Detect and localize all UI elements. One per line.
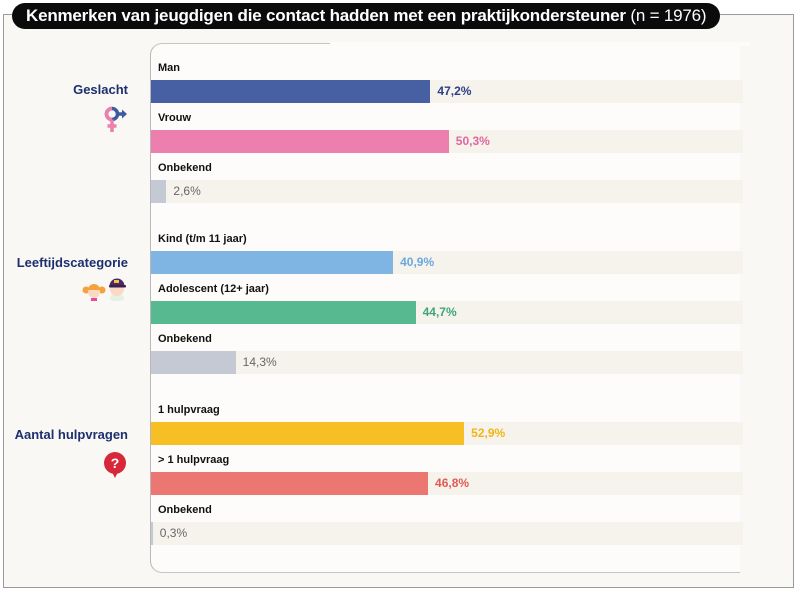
svg-text:?: ? — [111, 455, 120, 471]
girl-icon — [82, 284, 106, 301]
bar — [151, 472, 429, 495]
bar-track: 40,9% — [151, 251, 743, 274]
bar — [151, 251, 394, 274]
data-label: 0,3% — [159, 526, 188, 540]
bar — [151, 522, 153, 545]
group-label-geslacht: Geslacht — [73, 82, 128, 97]
title-main: Kenmerken van jeugdigen die contact hadd… — [26, 6, 626, 25]
bar-label: Vrouw — [158, 112, 192, 124]
group-label-hulpvragen: Aantal hulpvragen — [14, 427, 128, 442]
bar-label: Onbekend — [158, 333, 212, 345]
bar-track: 44,7% — [151, 301, 743, 324]
bar-track: 14,3% — [151, 351, 743, 374]
bar — [151, 422, 465, 445]
bar-label: Onbekend — [158, 504, 212, 516]
bar — [151, 80, 431, 103]
bar-track: 52,9% — [151, 422, 743, 445]
bar-track: 46,8% — [151, 472, 743, 495]
data-label: 47,2% — [437, 84, 472, 98]
boy-icon — [109, 278, 126, 301]
bar — [151, 130, 449, 153]
bar-track: 50,3% — [151, 130, 743, 153]
bar — [151, 180, 167, 203]
bar-track: 2,6% — [151, 180, 743, 203]
bar-label: Onbekend — [158, 162, 212, 174]
bar-label: Adolescent (12+ jaar) — [158, 283, 269, 295]
sample-size: (n = 1976) — [630, 6, 707, 25]
bar-label: 1 hulpvraag — [158, 404, 220, 416]
bar-track: 47,2% — [151, 80, 743, 103]
bar-label: > 1 hulpvraag — [158, 454, 230, 466]
data-label: 2,6% — [173, 184, 201, 198]
bar — [151, 351, 236, 374]
panel-top-gap — [330, 42, 750, 46]
group-label-leeftijd: Leeftijdscategorie — [16, 255, 128, 270]
data-label: 44,7% — [422, 305, 457, 319]
data-label: 46,8% — [435, 476, 470, 490]
bar-label: Kind (t/m 11 jaar) — [158, 233, 247, 245]
chart-title: Kenmerken van jeugdigen die contact hadd… — [12, 3, 721, 29]
bar — [151, 301, 416, 324]
data-label: 14,3% — [242, 355, 277, 369]
data-label: 50,3% — [455, 134, 490, 148]
bar-label: Man — [158, 62, 180, 74]
gender-icon — [104, 106, 127, 132]
children-icon — [82, 278, 126, 301]
data-label: 40,9% — [400, 255, 435, 269]
data-label: 52,9% — [471, 426, 506, 440]
question-bubble-icon: ? — [104, 452, 126, 478]
bar-track: 0,3% — [151, 522, 743, 545]
